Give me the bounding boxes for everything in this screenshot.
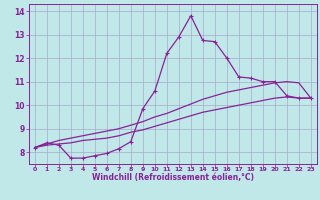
X-axis label: Windchill (Refroidissement éolien,°C): Windchill (Refroidissement éolien,°C) <box>92 173 254 182</box>
